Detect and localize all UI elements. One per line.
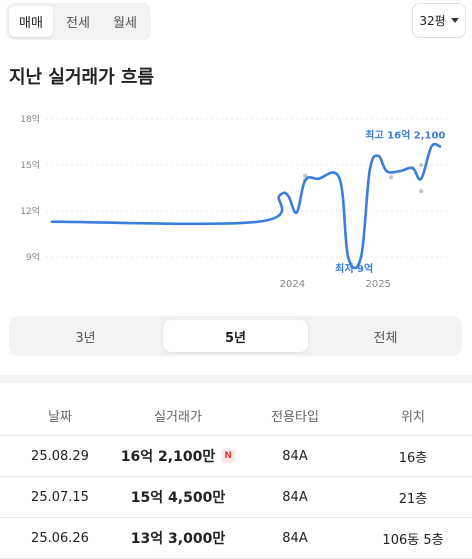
row-type: 84A: [282, 448, 308, 464]
price-line: [50, 142, 442, 270]
data-point: [418, 162, 424, 168]
row-type: 84A: [282, 530, 308, 546]
row-location: 106동 5층: [382, 532, 444, 548]
row-price: 16억 2,100만: [120, 449, 216, 465]
data-point: [388, 175, 394, 180]
y-tick-label: 18억: [20, 113, 40, 125]
row-type: 84A: [282, 489, 308, 505]
row-date: 25.06.26: [31, 530, 89, 546]
range-all[interactable]: 전체: [373, 330, 398, 346]
size-dropdown[interactable]: 32평: [412, 3, 466, 38]
y-tick-label: 15억: [20, 159, 40, 171]
max-price-label: 최고 16억 2,100: [365, 128, 445, 141]
price-chart: 18억 15억 12억 9억 2024 2025 최고 16억 2,100 최저 9억: [20, 113, 450, 290]
row-price-cell: 13억 3,000만: [120, 528, 236, 548]
new-badge: N: [221, 449, 236, 463]
header-date: 날짜: [48, 409, 72, 425]
table-row[interactable]: 25.07.15 15억 4,500만 84A 21층: [0, 477, 472, 518]
y-tick-label: 9억: [26, 251, 40, 263]
top-bar: 매매 전세 월세 32평: [0, 0, 472, 44]
row-price-cell: 16억 2,100만 N: [120, 446, 236, 466]
tab-sale[interactable]: 매매: [9, 6, 53, 37]
header-type: 전용타입: [271, 409, 319, 425]
table-header: 날짜 실거래가 전용타입 위치: [0, 395, 472, 436]
row-date: 25.08.29: [31, 448, 89, 464]
deal-type-tabs: 매매 전세 월세: [6, 3, 151, 40]
range-3y[interactable]: 3년: [75, 330, 96, 346]
row-date: 25.07.15: [31, 489, 89, 505]
data-point: [303, 173, 308, 178]
row-price: 15억 4,500만: [130, 490, 226, 506]
x-tick-label: 2024: [280, 279, 305, 290]
header-price: 실거래가: [154, 409, 202, 425]
tab-jeonse[interactable]: 전세: [66, 16, 90, 31]
row-price: 13억 3,000만: [130, 531, 226, 547]
table-row[interactable]: 25.06.26 13억 3,000만 84A 106동 5층: [0, 518, 472, 559]
period-range-tabs: 3년 5년 전체: [9, 316, 462, 356]
header-location: 위치: [401, 409, 425, 425]
data-point: [418, 188, 424, 194]
row-location: 21층: [398, 491, 428, 507]
min-price-label: 최저 9억: [335, 262, 373, 275]
chevron-down-icon: [450, 18, 459, 23]
row-price-cell: 15억 4,500만: [120, 487, 236, 507]
transaction-table: 날짜 실거래가 전용타입 위치 25.08.29 16억 2,100만 N 84…: [0, 395, 472, 559]
x-tick-label: 2025: [365, 279, 390, 290]
y-tick-label: 12억: [20, 205, 40, 217]
section-divider: [0, 375, 472, 383]
section-title: 지난 실거래가 흐름: [9, 67, 155, 88]
table-row[interactable]: 25.08.29 16억 2,100만 N 84A 16층: [0, 436, 472, 477]
size-dropdown-value: 32평: [419, 14, 446, 28]
tab-monthly-rent[interactable]: 월세: [113, 16, 137, 31]
row-location: 16층: [398, 450, 428, 466]
range-5y[interactable]: 5년: [163, 320, 308, 352]
